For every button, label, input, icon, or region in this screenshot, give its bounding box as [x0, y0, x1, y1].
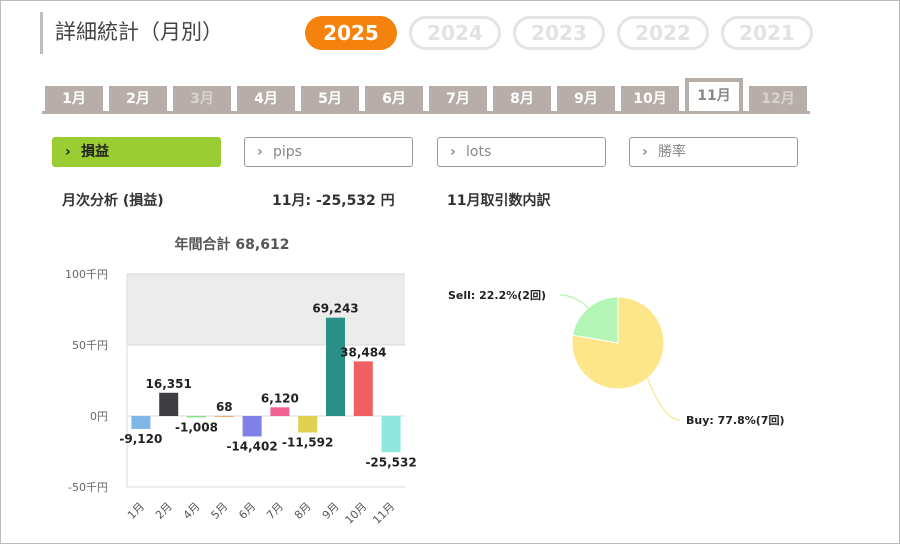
bar-6月 — [242, 416, 262, 437]
pie-connector — [559, 294, 589, 309]
y-tick-label: -50千円 — [68, 481, 108, 494]
data-label: -25,532 — [365, 455, 416, 469]
y-tick-label: 0円 — [90, 410, 108, 423]
data-label: 16,351 — [146, 377, 192, 391]
filter-label: pips — [273, 144, 302, 160]
tab-month-1[interactable]: 1月 — [45, 86, 103, 112]
data-label: -14,402 — [226, 439, 277, 453]
x-tick-label: 8月 — [292, 500, 314, 522]
chart-title: 年間合計 68,612 — [175, 236, 290, 253]
year-button-2021[interactable]: 2021 — [721, 16, 813, 50]
filter-button-1[interactable]: › 損益 — [52, 137, 221, 167]
bar-5月 — [214, 415, 234, 417]
tab-month-8[interactable]: 8月 — [493, 86, 551, 112]
bar-8月 — [298, 416, 318, 433]
data-label: 38,484 — [340, 345, 386, 359]
filter-label: 損益 — [81, 144, 109, 160]
bar-4月 — [187, 416, 206, 418]
month-result: 11月: -25,532 円 — [272, 193, 395, 209]
year-button-2022[interactable]: 2022 — [617, 16, 709, 50]
filter-label: 勝率 — [658, 144, 686, 160]
data-label: -9,120 — [119, 432, 162, 446]
bar-11月 — [381, 416, 401, 453]
data-label: 69,243 — [312, 302, 358, 316]
monthly-pnl-bar-chart: 100千円 50千円 0円 -50千円 年間合計 68,612 -9,120 1月 16,35… — [65, 236, 417, 527]
data-label: -1,008 — [175, 420, 218, 434]
filter-button-2[interactable]: › pips — [244, 137, 413, 167]
chevron-right-icon: › — [65, 144, 71, 160]
year-button-2023[interactable]: 2023 — [513, 16, 605, 50]
tab-month-7[interactable]: 7月 — [429, 86, 487, 112]
chevron-right-icon: › — [642, 144, 648, 160]
data-label: 6,120 — [261, 391, 299, 405]
x-tick-label: 5月 — [209, 500, 231, 522]
trade-breakdown-pie-chart: Buy: 77.8%(7回) Sell: 22.2%(2回) — [448, 288, 785, 427]
tab-month-10[interactable]: 10月 — [621, 86, 679, 112]
tab-month-12[interactable]: 12月 — [749, 86, 807, 112]
analysis-label: 月次分析 (損益) — [62, 193, 164, 209]
year-button-2025[interactable]: 2025 — [305, 16, 397, 50]
tab-month-11[interactable]: 11月 — [685, 78, 743, 112]
x-tick-label: 4月 — [181, 500, 203, 522]
x-tick-label: 10月 — [343, 500, 370, 527]
data-label: -11,592 — [282, 435, 333, 449]
chevron-right-icon: › — [257, 144, 263, 160]
page-title: 詳細統計（月別） — [40, 12, 223, 54]
bar-2月 — [159, 392, 179, 416]
bar-7月 — [270, 407, 290, 416]
pie-label: Buy: 77.8%(7回) — [686, 413, 784, 427]
x-tick-label: 9月 — [320, 500, 342, 522]
x-tick-label: 6月 — [236, 500, 258, 522]
bar-10月 — [353, 361, 373, 416]
tab-month-9[interactable]: 9月 — [557, 86, 615, 112]
tab-underline — [42, 111, 810, 114]
bar-1月 — [131, 416, 151, 429]
chevron-right-icon: › — [450, 144, 456, 160]
x-tick-label: 7月 — [264, 500, 286, 522]
year-button-2024[interactable]: 2024 — [409, 16, 501, 50]
data-label: 68 — [216, 400, 233, 414]
tab-month-3[interactable]: 3月 — [173, 86, 231, 112]
x-tick-label: 1月 — [125, 500, 147, 522]
pie-slice-sell — [572, 296, 619, 344]
plot-band — [127, 274, 405, 345]
y-tick-label: 100千円 — [65, 268, 108, 281]
tab-month-5[interactable]: 5月 — [301, 86, 359, 112]
pie-label: Sell: 22.2%(2回) — [448, 288, 546, 302]
x-tick-label: 11月 — [370, 500, 397, 527]
x-tick-label: 2月 — [153, 500, 175, 522]
breakdown-label: 11月取引数内訳 — [447, 193, 551, 209]
filter-label: lots — [466, 144, 492, 160]
filter-button-4[interactable]: › 勝率 — [629, 137, 798, 167]
bar-9月 — [326, 317, 345, 416]
pie-connector — [646, 378, 681, 421]
filter-button-3[interactable]: › lots — [437, 137, 606, 167]
tab-month-6[interactable]: 6月 — [365, 86, 423, 112]
tab-month-4[interactable]: 4月 — [237, 86, 295, 112]
y-tick-label: 50千円 — [72, 339, 108, 352]
tab-month-2[interactable]: 2月 — [109, 86, 167, 112]
